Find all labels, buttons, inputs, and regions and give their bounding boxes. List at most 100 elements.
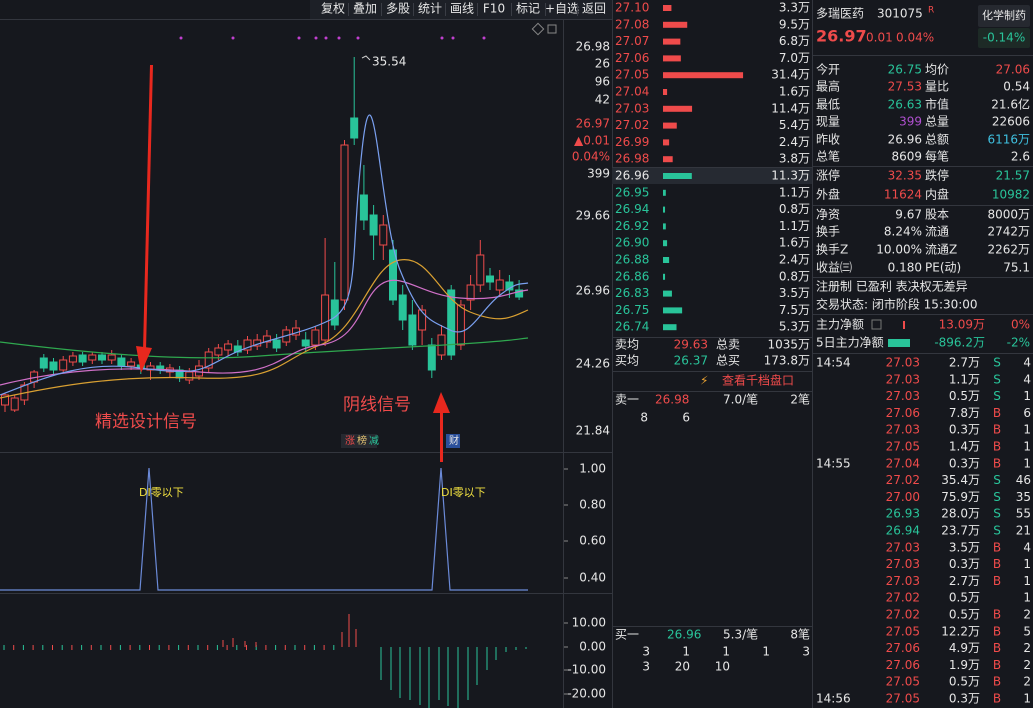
label: 26.37 <box>674 354 708 368</box>
label: 5日主力净额 <box>816 336 884 350</box>
toolbar-button[interactable]: 叠加 <box>353 2 377 16</box>
toolbar-button[interactable]: 返回 <box>582 2 606 16</box>
label: 0.01 <box>866 31 893 45</box>
tick-side: B <box>993 574 1001 588</box>
book-volume: 5.3万 <box>779 320 810 334</box>
tag-bg <box>446 434 460 448</box>
book-price: 26.74 <box>615 320 649 334</box>
candle-body <box>427 344 436 371</box>
annotation: 阴线信号 <box>343 395 411 415</box>
book-bar <box>663 257 670 263</box>
event-tag: 减 <box>369 435 379 447</box>
icon[interactable] <box>547 24 557 34</box>
book-price: 27.04 <box>615 85 649 99</box>
tick-price: 27.03 <box>886 574 920 588</box>
tick-side: B <box>993 423 1001 437</box>
label: 29.63 <box>674 338 708 352</box>
candle-body <box>39 357 48 369</box>
toolbar-button[interactable]: 画线 <box>450 2 474 16</box>
tick-side: B <box>993 641 1001 655</box>
candle-body <box>68 355 77 363</box>
stat-value: 27.53 <box>888 80 922 94</box>
price-axis-label: 21.84 <box>576 424 610 438</box>
tick-volume: 2.7万 <box>949 574 980 588</box>
label: 8 <box>640 411 648 425</box>
tick-price: 27.02 <box>886 473 920 487</box>
book-volume: 3.5万 <box>779 286 810 300</box>
toolbar-button[interactable]: 多股 <box>386 2 410 16</box>
icon[interactable] <box>531 22 545 36</box>
indicator-label: DI零以下 <box>139 486 184 499</box>
tick-price: 26.93 <box>886 507 920 521</box>
price-axis-label: 42 <box>595 93 610 107</box>
book-volume: 7.5万 <box>779 303 810 317</box>
tick-volume: 3.5万 <box>949 540 980 554</box>
toolbar-bg <box>310 0 612 19</box>
candle-body <box>466 284 475 301</box>
tick-side: B <box>993 440 1001 454</box>
book-bar <box>663 273 666 280</box>
book-bar <box>663 89 668 95</box>
candle-body <box>262 335 271 343</box>
stat-label: 今开 <box>816 62 840 77</box>
stat-value: 2262万 <box>987 243 1030 257</box>
stat-value: 10982 <box>992 188 1030 202</box>
book-volume: 1.1万 <box>779 219 810 233</box>
candle-body <box>515 289 524 298</box>
candle-body <box>185 371 194 381</box>
price: 26.97 <box>816 27 867 46</box>
tick-volume: 2.7万 <box>949 356 980 370</box>
tick-price: 27.02 <box>886 608 920 622</box>
book-price: 26.94 <box>615 202 649 216</box>
toolbar-button[interactable]: 复权 <box>321 2 345 16</box>
tick-count: 1 <box>1023 440 1031 454</box>
stat-label: 市值 <box>925 97 949 112</box>
stat-label: 股本 <box>925 208 949 222</box>
book-volume: 2.4万 <box>779 253 810 267</box>
tick-count: 1 <box>1023 456 1031 470</box>
stat-value: 26.75 <box>888 63 922 77</box>
book-price: 27.06 <box>615 51 649 65</box>
stat-label: 外盘 <box>816 187 840 202</box>
stat-value: 8000万 <box>987 208 1030 222</box>
tick-price: 27.03 <box>886 540 920 554</box>
tick-side: S <box>993 490 1001 504</box>
book-volume: 5.4万 <box>779 118 810 132</box>
candle-body <box>127 361 136 367</box>
tick-volume: 1.1万 <box>949 372 980 386</box>
link[interactable]: 查看千档盘口 <box>722 373 794 388</box>
stat-value: 11624 <box>884 188 922 202</box>
row-highlight <box>612 168 812 184</box>
macd-axis-label: 0.00 <box>579 640 606 654</box>
label: -896.2万 <box>934 336 985 350</box>
tick-volume: 7.8万 <box>949 406 980 420</box>
toolbar-button[interactable]: F10 <box>483 2 505 16</box>
price-axis-label: 0.04% <box>572 150 610 164</box>
toolbar-button[interactable]: 统计 <box>418 2 442 16</box>
book-volume: 3.8万 <box>779 152 810 166</box>
book-bar <box>663 206 666 213</box>
tick-count: 4 <box>1023 540 1031 554</box>
book-bar <box>663 240 668 247</box>
tick-time: 14:56 <box>816 692 851 706</box>
toolbar-button[interactable]: +自选 <box>545 2 579 16</box>
candle-body <box>195 365 203 377</box>
candle-body <box>447 289 456 356</box>
industry-box <box>978 5 1030 27</box>
label: 买均 <box>615 354 639 368</box>
tick-price: 27.03 <box>886 356 920 370</box>
book-volume: 2.4万 <box>779 135 810 149</box>
book-bar <box>663 38 681 45</box>
tick-price: 27.06 <box>886 406 920 420</box>
candle-body <box>98 354 106 361</box>
toolbar-button[interactable]: 标记 <box>516 2 540 16</box>
book-bar <box>663 72 744 79</box>
indicator-axis-label: 0.60 <box>579 534 606 548</box>
book-bar <box>663 55 681 62</box>
book-volume: 0.8万 <box>779 202 810 216</box>
tick-price: 27.06 <box>886 658 920 672</box>
candle-body <box>379 224 388 246</box>
stat-value: 6116万 <box>987 133 1030 147</box>
stock-name: 多瑞医药 <box>816 7 864 21</box>
